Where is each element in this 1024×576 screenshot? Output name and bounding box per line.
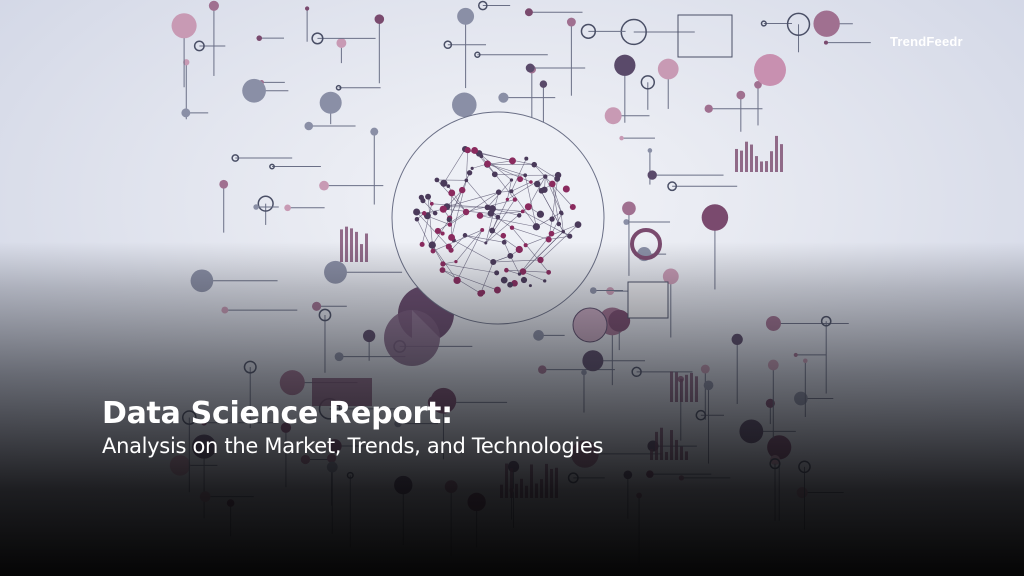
page-title: Data Science Report: xyxy=(102,396,453,431)
page-subtitle: Analysis on the Market, Trends, and Tech… xyxy=(102,434,604,458)
trendfeedr-logo[interactable]: TrendFeedr xyxy=(890,34,963,49)
